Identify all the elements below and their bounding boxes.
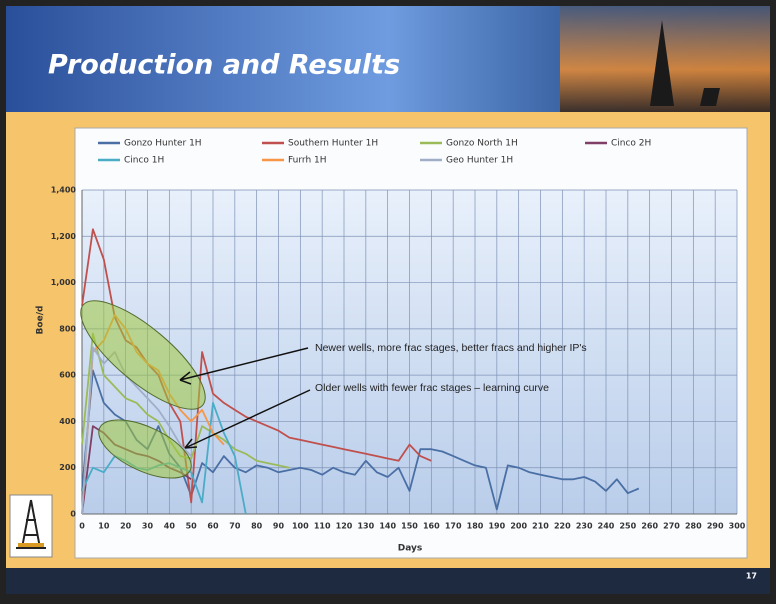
x-tick-label: 280 — [685, 522, 702, 531]
arrow — [184, 389, 311, 449]
legend-label: Southern Hunter 1H — [288, 139, 378, 149]
x-tick-label: 50 — [186, 522, 198, 531]
x-tick-label: 300 — [729, 522, 746, 531]
y-tick-label: 600 — [59, 371, 76, 380]
y-tick-label: 800 — [59, 324, 76, 333]
x-tick-label: 240 — [598, 522, 615, 531]
slide-title: Production and Results — [48, 50, 400, 81]
footer-bar — [6, 568, 770, 594]
x-tick-label: 190 — [488, 522, 505, 531]
legend-label: Cinco 2H — [611, 139, 651, 149]
legend-label: Cinco 1H — [124, 156, 164, 166]
page-number: 17 — [746, 572, 757, 581]
legend-label: Geo Hunter 1H — [446, 156, 513, 166]
annotation: Older wells with fewer frac stages – lea… — [315, 382, 549, 394]
x-tick-label: 260 — [641, 522, 658, 531]
x-tick-label: 220 — [554, 522, 571, 531]
highlight-ellipse — [98, 419, 192, 479]
x-tick-label: 10 — [98, 522, 110, 531]
logo-base — [18, 543, 44, 547]
x-tick-label: 100 — [292, 522, 309, 531]
x-tick-label: 0 — [79, 522, 85, 531]
y-tick-label: 1,400 — [51, 186, 77, 195]
x-tick-label: 210 — [532, 522, 549, 531]
x-tick-label: 70 — [229, 522, 241, 531]
x-tick-label: 150 — [401, 522, 418, 531]
highlight-ellipse — [80, 300, 206, 410]
x-tick-label: 110 — [314, 522, 331, 531]
x-tick-label: 90 — [273, 522, 285, 531]
x-axis-title: Days — [398, 544, 423, 554]
x-tick-label: 170 — [445, 522, 462, 531]
x-tick-label: 180 — [467, 522, 484, 531]
logo-derrick — [16, 499, 46, 549]
series-line — [81, 346, 192, 515]
x-tick-label: 230 — [576, 522, 593, 531]
y-tick-label: 200 — [59, 463, 76, 472]
x-tick-label: 160 — [423, 522, 440, 531]
y-tick-label: 0 — [70, 510, 76, 519]
x-tick-label: 130 — [357, 522, 374, 531]
legend-label: Gonzo Hunter 1H — [124, 139, 202, 149]
annotation: Newer wells, more frac stages, better fr… — [315, 342, 587, 354]
x-tick-label: 30 — [142, 522, 154, 531]
legend-label: Furrh 1H — [288, 156, 327, 166]
x-tick-label: 40 — [164, 522, 176, 531]
x-tick-label: 20 — [120, 522, 132, 531]
x-tick-label: 80 — [251, 522, 263, 531]
x-tick-label: 270 — [663, 522, 680, 531]
legend-label: Gonzo North 1H — [446, 139, 518, 149]
y-tick-label: 1,200 — [51, 232, 77, 241]
x-tick-label: 290 — [707, 522, 724, 531]
y-axis-title: Boe/d — [36, 306, 46, 335]
x-tick-label: 250 — [619, 522, 636, 531]
y-tick-label: 1,000 — [51, 278, 77, 287]
x-tick-label: 120 — [336, 522, 353, 531]
x-tick-label: 200 — [510, 522, 527, 531]
arrow — [179, 347, 309, 385]
rig-silhouette — [650, 20, 720, 106]
y-tick-label: 400 — [59, 417, 76, 426]
x-tick-label: 140 — [379, 522, 396, 531]
x-tick-label: 60 — [207, 522, 219, 531]
